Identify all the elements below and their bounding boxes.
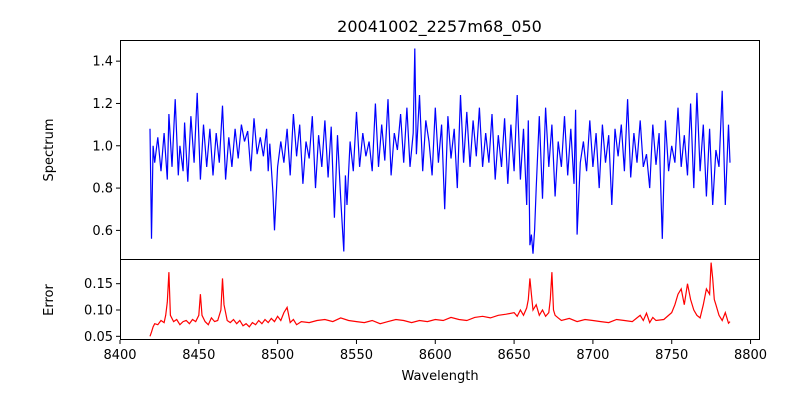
spectrum-y-ticks: 0.6 0.8 1.0 1.2 1.4 [92, 55, 120, 239]
spectrum-y-tick-label: 0.8 [92, 182, 113, 197]
chart-title: 20041002_2257m68_050 [337, 17, 542, 37]
error-y-tick-label: 0.15 [84, 277, 113, 292]
x-tick-label: 8600 [419, 348, 452, 363]
error-y-tick-label: 0.10 [84, 304, 113, 319]
spectrum-y-tick-label: 1.0 [92, 139, 113, 154]
spectrum-y-axis-label: Spectrum [42, 119, 57, 182]
x-tick-label: 8450 [182, 348, 215, 363]
error-series-line [149, 262, 731, 337]
x-tick-label: 8650 [498, 348, 531, 363]
error-panel: 0.05 0.10 0.15 Error [42, 259, 760, 345]
x-axis-ticks: 8400 8450 8500 8550 8600 8650 8700 8750 8800 [103, 340, 767, 363]
x-tick-label: 8750 [655, 348, 688, 363]
x-tick-label: 8700 [576, 348, 609, 363]
error-y-axis-label: Error [42, 284, 57, 316]
error-y-tick-label: 0.05 [84, 330, 113, 345]
spectrum-y-tick-label: 0.6 [92, 224, 113, 239]
x-tick-label: 8800 [734, 348, 767, 363]
spectrum-y-tick-label: 1.2 [92, 97, 113, 112]
x-axis-label: Wavelength [401, 369, 478, 384]
error-y-ticks: 0.05 0.10 0.15 [84, 277, 120, 345]
spectrum-y-tick-label: 1.4 [92, 55, 113, 70]
x-tick-label: 8500 [261, 348, 294, 363]
spectrum-series-line [149, 48, 731, 254]
spectrum-panel: 0.6 0.8 1.0 1.2 1.4 Spectrum [42, 40, 760, 260]
x-tick-label: 8400 [103, 348, 136, 363]
error-plot-frame [120, 259, 760, 340]
x-tick-label: 8550 [340, 348, 373, 363]
